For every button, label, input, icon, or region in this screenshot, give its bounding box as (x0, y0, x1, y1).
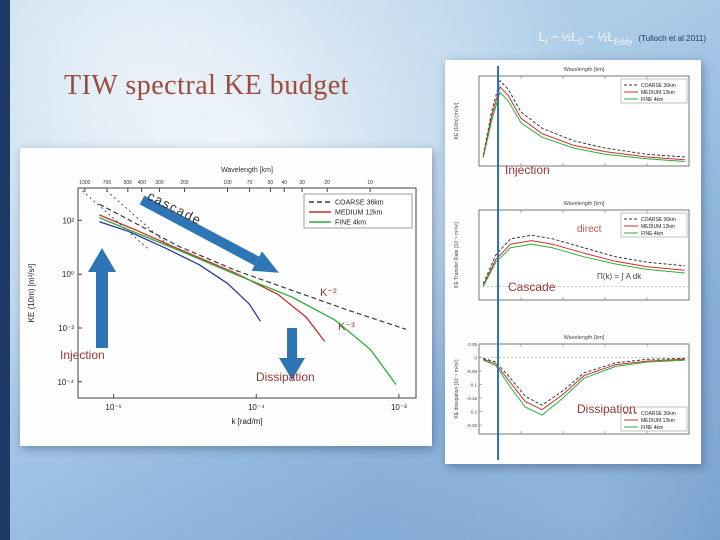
formula-part: ~ ½L (547, 30, 579, 44)
svg-text:FINE 4km: FINE 4km (641, 97, 663, 103)
svg-text:10⁻⁵: 10⁻⁵ (105, 403, 121, 412)
svg-text:0: 0 (474, 355, 477, 360)
panel-cascade-label: Cascade (508, 280, 556, 294)
svg-text:100: 100 (223, 180, 232, 186)
svg-text:30: 30 (299, 180, 305, 186)
formula-sub: D (578, 37, 584, 47)
svg-text:COARSE 36km: COARSE 36km (641, 411, 676, 417)
ke-spectrum-mini-chart: Wavelength [km] KE (10m) [m³/s²] COARSE 36… (454, 67, 690, 167)
ke-dissipation-mini-chart: Wavelength [km] KE dissipation [10⁻⁹ m²/s… (454, 335, 690, 435)
formula-part: L (538, 30, 546, 44)
svg-text:400: 400 (137, 180, 146, 186)
svg-text:40: 40 (281, 180, 287, 186)
formula-part: ~ ½L (583, 30, 615, 44)
svg-text:300: 300 (155, 180, 164, 186)
cascade-flux-formula: Π(k) = ∫ A dk (597, 272, 642, 281)
svg-text:COARSE 36km: COARSE 36km (641, 83, 676, 89)
svg-text:MEDIUM 12km: MEDIUM 12km (641, 90, 675, 96)
panel-injection-label: Injection (505, 163, 550, 177)
cascade-arrow (139, 195, 279, 273)
svg-text:KE dissipation [10⁻⁹ m²/s³]: KE dissipation [10⁻⁹ m²/s³] (454, 359, 460, 419)
svg-text:70: 70 (247, 180, 253, 186)
svg-text:Wavelength [km]: Wavelength [km] (221, 167, 273, 174)
svg-text:700: 700 (103, 180, 112, 186)
k-minus-3-label: K⁻³ (338, 321, 355, 333)
svg-text:Wavelength [km]: Wavelength [km] (564, 201, 605, 207)
svg-text:FINE 4km: FINE 4km (641, 425, 663, 431)
svg-text:200: 200 (180, 180, 189, 186)
svg-text:Wavelength [km]: Wavelength [km] (564, 335, 605, 341)
svg-text:-0.25: -0.25 (467, 423, 478, 428)
svg-text:10⁻²: 10⁻² (58, 324, 74, 333)
injection-scale-line (497, 66, 499, 460)
dissipation-label: Dissipation (256, 370, 315, 384)
svg-text:10⁻⁴: 10⁻⁴ (57, 378, 74, 387)
svg-text:KE Transfer Rate [10⁻⁹ m²/s³]: KE Transfer Rate [10⁻⁹ m²/s³] (454, 222, 460, 288)
svg-text:10: 10 (367, 180, 373, 186)
panel-direct-label: direct (577, 224, 602, 235)
injection-label: Injection (60, 348, 105, 362)
main-ke-spectrum-panel: 10⁻⁵ 10⁻⁴ 10⁻³ 10² 10⁰ 10⁻² 10⁻⁴ 1000 700 500 400 3… (20, 148, 432, 446)
slide-edge-bar (0, 0, 10, 540)
svg-text:0.05: 0.05 (468, 342, 477, 347)
svg-text:50: 50 (268, 180, 274, 186)
injection-arrow (88, 248, 116, 348)
svg-text:KE (10m) [m³/s²]: KE (10m) [m³/s²] (27, 264, 36, 323)
svg-text:KE (10m) [m³/s²]: KE (10m) [m³/s²] (454, 102, 460, 139)
svg-text:-0.05: -0.05 (467, 369, 478, 374)
svg-text:FINE 4km: FINE 4km (335, 220, 366, 227)
svg-text:MEDIUM 12km: MEDIUM 12km (641, 418, 675, 424)
ke-budget-panel: Wavelength [km] KE (10m) [m³/s²] COARSE 36… (445, 60, 701, 464)
ke-spectrum-chart: 10⁻⁵ 10⁻⁴ 10⁻³ 10² 10⁰ 10⁻² 10⁻⁴ 1000 700 500 400 3… (27, 167, 417, 426)
formula-sub: Eddy (614, 37, 633, 47)
svg-text:MEDIUM 12km: MEDIUM 12km (335, 210, 383, 217)
k-minus-2-label: K⁻² (320, 287, 337, 299)
svg-text:-0.1: -0.1 (469, 382, 477, 387)
svg-text:Wavelength [km]: Wavelength [km] (564, 67, 605, 73)
dissipation-arrow (279, 328, 305, 380)
svg-text:10⁰: 10⁰ (62, 270, 74, 279)
svg-text:1000: 1000 (79, 180, 90, 186)
svg-text:10⁻⁴: 10⁻⁴ (248, 403, 265, 412)
svg-text:20: 20 (324, 180, 330, 186)
citation: (Tulloch et al 2011) (638, 34, 706, 43)
svg-text:k [rad/m]: k [rad/m] (231, 417, 262, 426)
svg-text:FINE 4km: FINE 4km (641, 231, 663, 237)
slide-title: TIW spectral KE budget (64, 70, 349, 101)
ke-transfer-mini-chart: Wavelength [km] KE Transfer Rate [10⁻⁹ m²… (454, 201, 690, 301)
formula-sub: I (545, 37, 548, 47)
panel-dissipation-label: Dissipation (577, 402, 636, 416)
svg-text:MEDIUM 12km: MEDIUM 12km (641, 224, 675, 230)
svg-text:10²: 10² (62, 216, 74, 225)
svg-text:-0.15: -0.15 (467, 396, 478, 401)
svg-text:10⁻³: 10⁻³ (391, 403, 407, 412)
svg-text:500: 500 (124, 180, 133, 186)
svg-text:COARSE 36km: COARSE 36km (335, 200, 384, 207)
scale-relation-formula: LI ~ ½LD ~ ½LEddy (Tulloch et al 2011) (539, 30, 706, 46)
svg-text:COARSE 36km: COARSE 36km (641, 217, 676, 223)
svg-text:-0.2: -0.2 (469, 409, 477, 414)
